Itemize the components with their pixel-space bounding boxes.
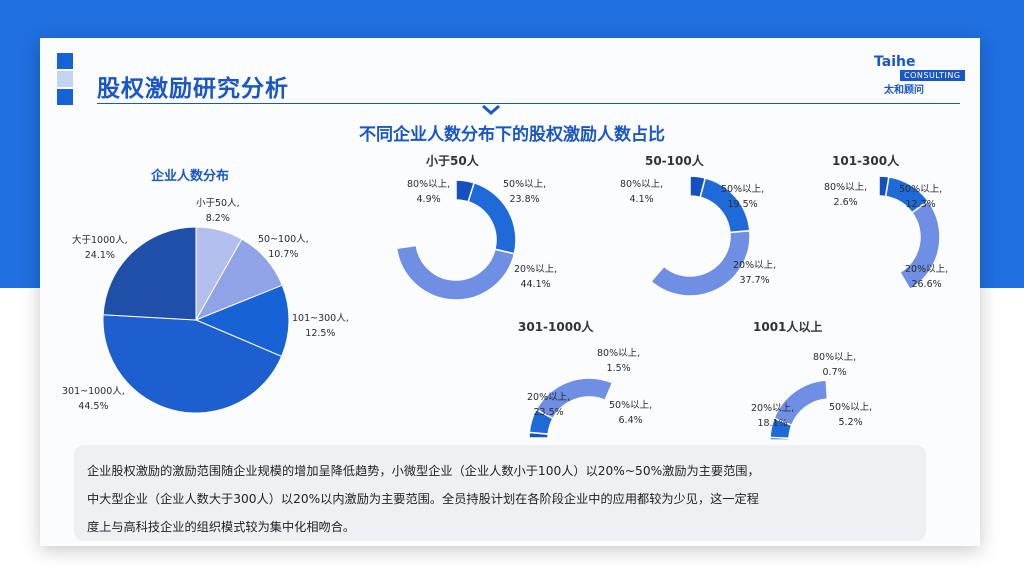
donut-2-label-1-category: 80%以上, bbox=[620, 179, 664, 190]
donut-1-label-2-value: 23.8% bbox=[509, 194, 540, 205]
donut-3-label-2-category: 50%以上, bbox=[899, 184, 943, 195]
donut-4-label-3-category: 20%以上, bbox=[527, 392, 571, 403]
donut-1-label-3-value: 44.1% bbox=[520, 279, 551, 290]
donut-2-title: 50-100人 bbox=[645, 154, 704, 168]
donut-3-label-3-value: 26.6% bbox=[911, 279, 942, 290]
summary-line-2: 中大型企业（企业人数大于300人）以20%以内激励为主要范围。全员持股计划在各阶… bbox=[87, 492, 759, 506]
pie-label-5: 大于1000人, 24.1% bbox=[72, 233, 128, 263]
pie-chart-title: 企业人数分布 bbox=[151, 169, 230, 184]
donut-3-label-1-value: 2.6% bbox=[833, 197, 858, 208]
donut-4-label-3-value: 23.5% bbox=[533, 407, 564, 418]
summary-note-box bbox=[74, 445, 926, 541]
pie-label-5-value: 24.1% bbox=[84, 250, 115, 261]
donut-1-label-1-value: 4.9% bbox=[416, 194, 441, 205]
page-title: 股权激励研究分析 bbox=[97, 76, 289, 102]
donut-2-label-2: 50%以上, 19.5% bbox=[721, 182, 764, 212]
donut-1-label-1-category: 80%以上, bbox=[407, 179, 451, 190]
donut-2-label-3-value: 37.7% bbox=[739, 275, 770, 286]
donut-5-label-3-value: 18.1% bbox=[757, 418, 788, 429]
summary-line-1: 企业股权激励的激励范围随企业规模的增加呈降低趋势，小微型企业（企业人数小于100… bbox=[87, 464, 760, 478]
donut-3-label-2: 50%以上, 12.3% bbox=[899, 182, 942, 212]
pie-slice-5 bbox=[102, 226, 197, 321]
donut-2-label-3-category: 20%以上, bbox=[733, 260, 777, 271]
pie-label-1: 小于50人, 8.2% bbox=[196, 196, 240, 226]
donut-2-label-3: 20%以上, 37.7% bbox=[733, 258, 776, 288]
donut-4-title: 301-1000人 bbox=[518, 320, 594, 334]
donut-5-label-3-category: 20%以上, bbox=[751, 403, 795, 414]
chart-section-title: 不同企业人数分布下的股权激励人数占比 bbox=[359, 125, 665, 145]
donut-5-label-1: 80%以上, 0.7% bbox=[813, 350, 856, 380]
donut-1-label-2-category: 50%以上, bbox=[503, 179, 547, 190]
pie-label-2-value: 10.7% bbox=[268, 249, 299, 260]
logo-tag: CONSULTING bbox=[900, 70, 965, 81]
pie-label-2: 50~100人, 10.7% bbox=[258, 232, 309, 262]
donut-2-segment-3 bbox=[649, 229, 751, 297]
donut-3-label-2-value: 12.3% bbox=[905, 199, 936, 210]
donut-3-segment-3 bbox=[898, 199, 941, 291]
title-underline bbox=[97, 103, 960, 104]
donut-1-title: 小于50人 bbox=[426, 154, 479, 168]
summary-line-3: 度上与高科技企业的组织模式较为集中化相吻合。 bbox=[87, 520, 356, 534]
donut-5-label-2: 50%以上, 5.2% bbox=[829, 400, 872, 430]
pie-slice-4 bbox=[102, 314, 283, 414]
pie-label-2-category: 50~100人, bbox=[258, 234, 309, 245]
pie-label-3-value: 12.5% bbox=[305, 328, 336, 339]
donut-4-label-2-category: 50%以上, bbox=[609, 400, 653, 411]
donut-5-label-1-category: 80%以上, bbox=[813, 352, 857, 363]
company-logo: Taihe CONSULTING 太和顾问 bbox=[874, 54, 965, 96]
donut-2-label-1: 80%以上, 4.1% bbox=[620, 177, 663, 207]
donut-2-label-2-value: 19.5% bbox=[727, 199, 758, 210]
donut-1-segment-3 bbox=[395, 244, 516, 301]
pie-label-1-value: 8.2% bbox=[205, 213, 230, 224]
donut-5-label-2-category: 50%以上, bbox=[829, 402, 873, 413]
donut-5-label-2-value: 5.2% bbox=[838, 417, 863, 428]
pie-label-4: 301~1000人, 44.5% bbox=[62, 384, 125, 414]
title-deco-square-2 bbox=[57, 71, 73, 87]
donut-4-label-2-value: 6.4% bbox=[618, 415, 643, 426]
donut-5-segment-3 bbox=[773, 379, 829, 427]
donut-2-label-1-value: 4.1% bbox=[629, 194, 654, 205]
donut-4-label-3: 20%以上, 23.5% bbox=[527, 390, 570, 420]
donut-3-label-1: 80%以上, 2.6% bbox=[824, 180, 867, 210]
donut-4-segment-3 bbox=[535, 377, 614, 420]
donut-5-title: 1001人以上 bbox=[753, 320, 823, 334]
donut-1-label-2: 50%以上, 23.8% bbox=[503, 177, 546, 207]
logo-chinese-name: 太和顾问 bbox=[884, 85, 924, 96]
pie-label-4-value: 44.5% bbox=[78, 401, 109, 412]
donut-5-label-3: 20%以上, 18.1% bbox=[751, 401, 794, 431]
chevron-down-icon bbox=[482, 104, 500, 115]
donut-4-label-1-category: 80%以上, bbox=[597, 348, 641, 359]
donut-3-label-3-category: 20%以上, bbox=[905, 264, 949, 275]
donut-3-label-1-category: 80%以上, bbox=[824, 182, 868, 193]
donut-4-label-2: 50%以上, 6.4% bbox=[609, 398, 652, 428]
donut-4-label-1: 80%以上, 1.5% bbox=[597, 346, 640, 376]
pie-slice-3 bbox=[194, 284, 290, 358]
donut-1-label-1: 80%以上, 4.9% bbox=[407, 177, 450, 207]
title-deco-square-3 bbox=[57, 89, 73, 105]
title-deco-square-1 bbox=[57, 53, 73, 69]
pie-label-3-category: 101~300人, bbox=[292, 313, 349, 324]
pie-label-1-category: 小于50人, bbox=[196, 198, 240, 209]
pie-label-5-category: 大于1000人, bbox=[72, 235, 128, 246]
logo-wordmark: Taihe bbox=[874, 54, 916, 70]
donut-1-label-3: 20%以上, 44.1% bbox=[514, 262, 557, 292]
donut-4-label-1-value: 1.5% bbox=[606, 363, 631, 374]
donut-2-label-2-category: 50%以上, bbox=[721, 184, 765, 195]
donut-5-label-1-value: 0.7% bbox=[822, 367, 847, 378]
pie-label-3: 101~300人, 12.5% bbox=[292, 311, 349, 341]
donut-3-label-3: 20%以上, 26.6% bbox=[905, 262, 948, 292]
donut-3-title: 101-300人 bbox=[832, 154, 900, 168]
donut-1-label-3-category: 20%以上, bbox=[514, 264, 558, 275]
pie-label-4-category: 301~1000人, bbox=[62, 386, 125, 397]
